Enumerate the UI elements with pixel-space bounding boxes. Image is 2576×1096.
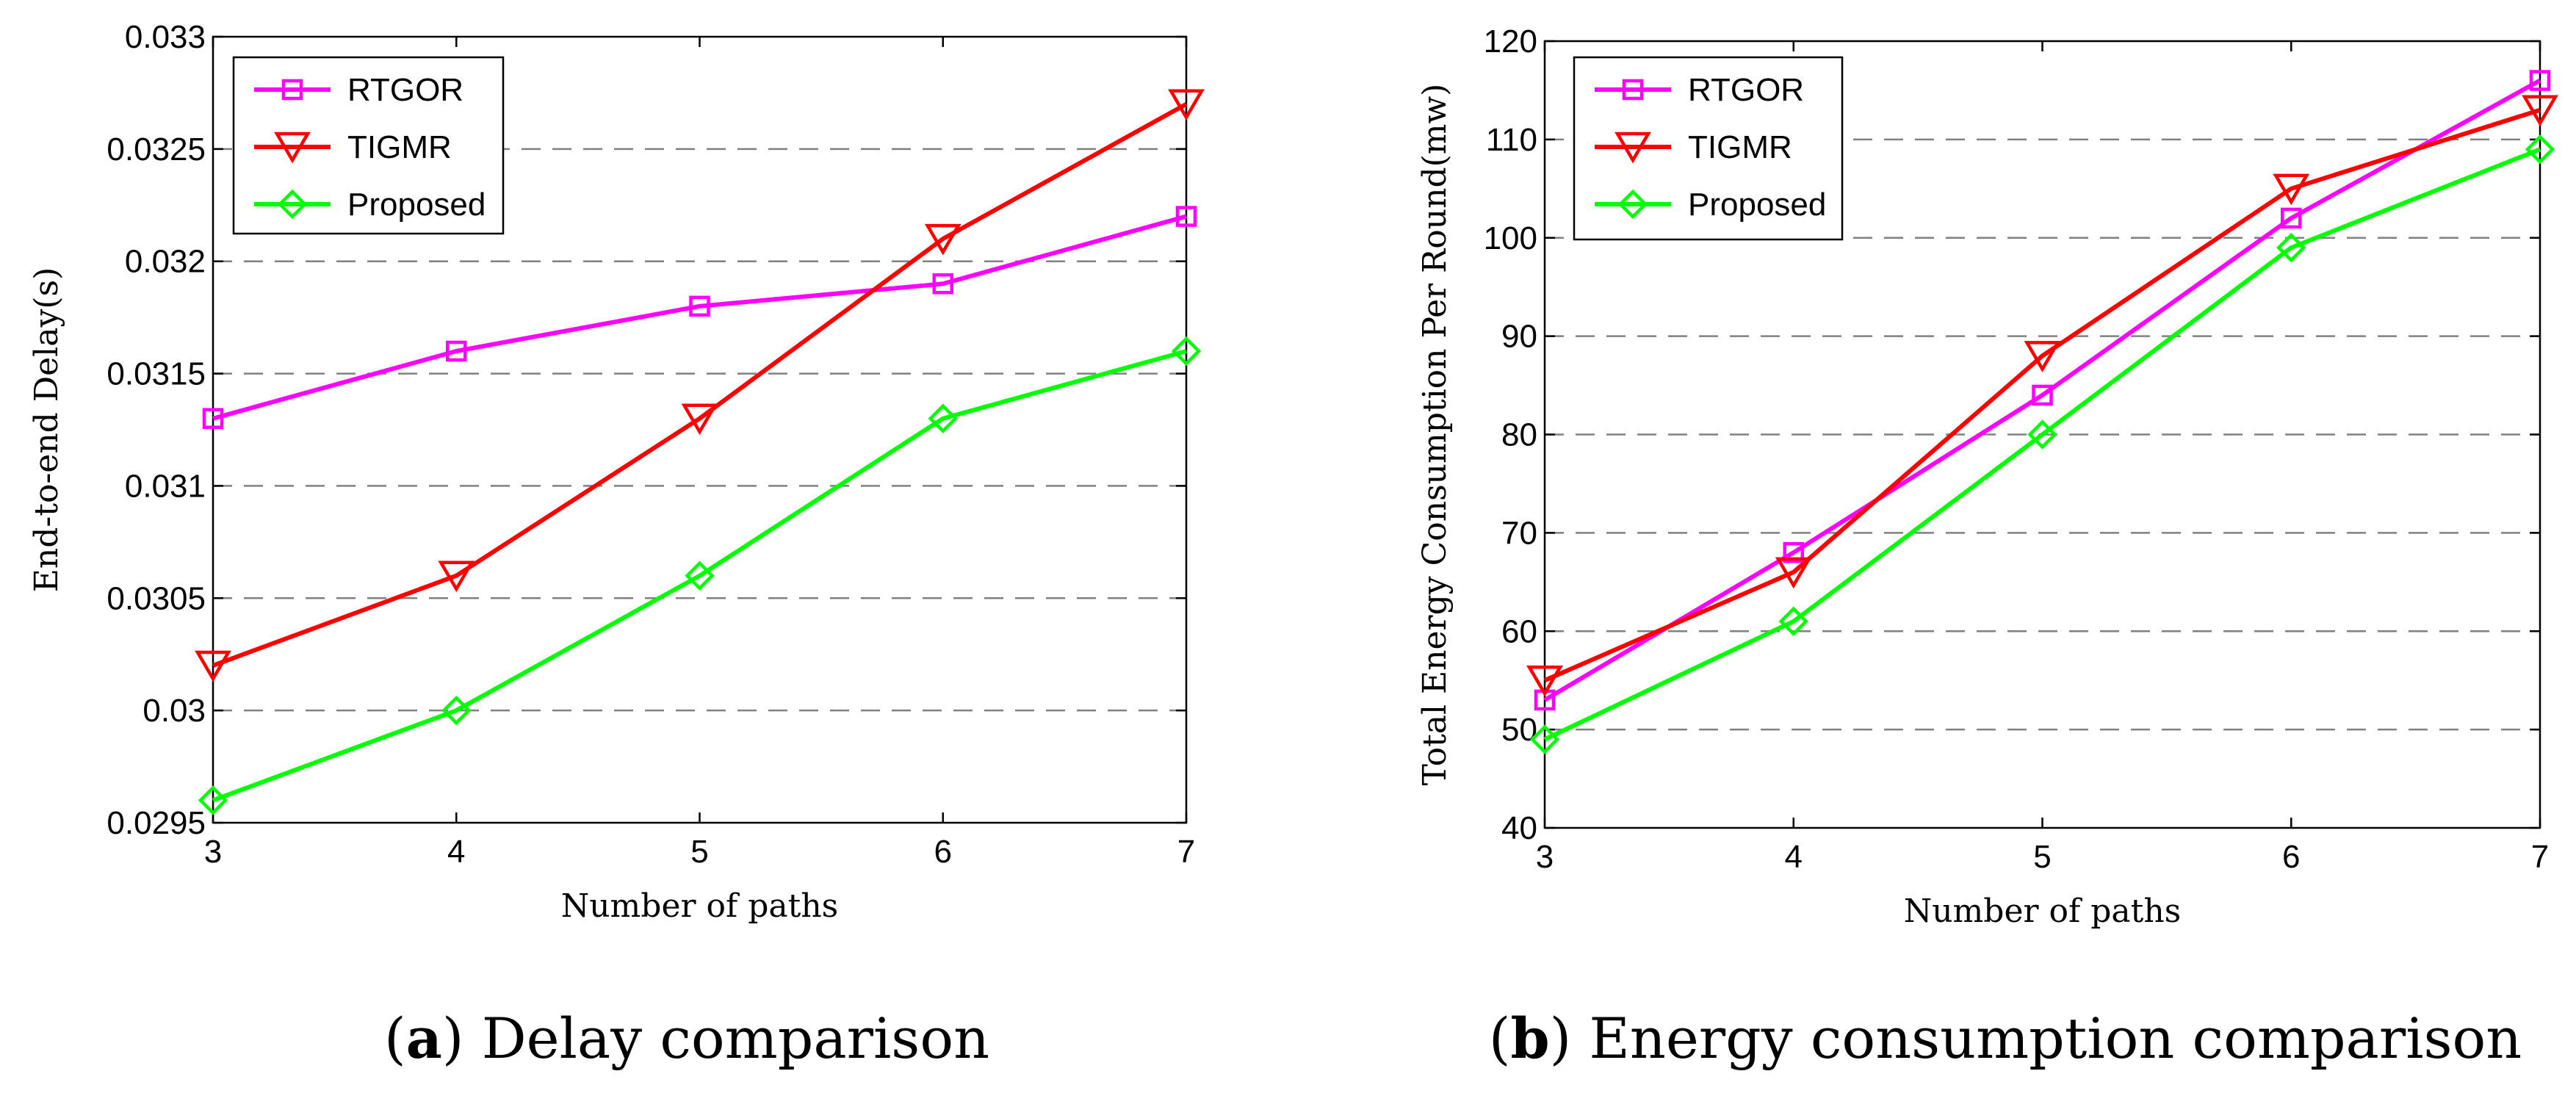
data-point: [195, 650, 231, 682]
data-point: [932, 273, 953, 295]
y-tick-label: 60: [1501, 613, 1537, 649]
series-rtgor: [202, 206, 1197, 429]
series-line: [1543, 147, 2541, 742]
legend-marker: [277, 189, 308, 220]
data-point: [1175, 206, 1197, 227]
x-tick-label: 3: [204, 834, 222, 870]
x-tick-label: 7: [2531, 839, 2549, 875]
legend-marker: [1614, 131, 1651, 164]
legend: RTGOR TIGMR Proposed: [232, 56, 505, 235]
x-tick-label: 4: [447, 834, 465, 870]
y-tick-label: 50: [1501, 712, 1537, 748]
data-point: [1775, 557, 1812, 589]
legend-label: Proposed: [1688, 187, 1826, 223]
legend-label: TIGMR: [347, 129, 452, 165]
chart-panel-b: 40 50 60 70 80 90 100 110 120 3 4 5 6 7 Number of path…: [1416, 24, 2558, 930]
series-line: [1543, 107, 2541, 682]
y-tick-label: 40: [1501, 810, 1537, 846]
data-point: [2522, 95, 2558, 127]
x-axis-label: Number of paths: [561, 887, 839, 925]
legend-label: Proposed: [347, 187, 486, 223]
series-line: [212, 102, 1188, 668]
legend: RTGOR TIGMR Proposed: [1573, 56, 1844, 241]
data-point: [2529, 70, 2551, 91]
series-rtgor: [1534, 70, 2551, 711]
series-line: [212, 349, 1187, 803]
y-tick-label: 70: [1501, 515, 1537, 551]
data-point: [1529, 724, 1560, 754]
legend-marker: [1617, 189, 1648, 220]
y-tick-label: 0.033: [125, 19, 206, 55]
x-tick-label: 5: [690, 834, 708, 870]
y-tick-label: 0.0325: [107, 131, 206, 167]
y-tick-label: 90: [1501, 319, 1537, 355]
legend-marker: [1622, 79, 1644, 101]
series-tigmr: [1526, 95, 2558, 697]
x-tick-label: 6: [934, 834, 952, 870]
y-tick-label: 120: [1484, 24, 1537, 60]
series-tigmr: [195, 89, 1205, 682]
caption-a: (a) Delay comparison: [384, 1006, 989, 1071]
caption-b: (b) Energy consumption comparison: [1489, 1006, 2522, 1071]
data-point: [202, 408, 224, 429]
legend-label: RTGOR: [347, 72, 463, 108]
y-axis-label: End-to-end Delay(s): [28, 267, 65, 592]
y-tick-label: 0.0315: [107, 356, 206, 392]
legend-label: TIGMR: [1688, 129, 1792, 165]
y-tick-label: 0.03: [142, 693, 206, 729]
y-axis-label: Total Energy Consumption Per Round(mw): [1416, 84, 1454, 786]
y-tick-label: 0.0295: [107, 805, 206, 841]
x-tick-label: 3: [1536, 839, 1554, 875]
data-point: [2525, 134, 2555, 165]
data-point: [438, 560, 475, 593]
x-tick-label: 5: [2033, 839, 2051, 875]
y-tick-label: 110: [1486, 122, 1537, 158]
data-point: [1526, 665, 1563, 697]
data-point: [2273, 173, 2310, 206]
y-tick-label: 0.0305: [107, 580, 206, 616]
data-point: [441, 695, 472, 726]
x-axis-label: Number of paths: [1904, 893, 2182, 930]
series-line: [212, 214, 1187, 421]
x-tick-label: 4: [1785, 839, 1803, 875]
legend-marker: [274, 131, 311, 164]
data-point: [2032, 384, 2053, 406]
data-point: [1778, 606, 1808, 637]
legend-label: RTGOR: [1688, 72, 1804, 108]
data-point: [924, 223, 962, 256]
series-proposed: [1529, 134, 2555, 754]
data-point: [928, 403, 958, 433]
x-tick-label: 7: [1177, 834, 1195, 870]
x-tick-label: 6: [2282, 839, 2300, 875]
data-point: [2024, 341, 2061, 372]
data-point: [2281, 207, 2302, 229]
data-point: [685, 560, 715, 591]
data-point: [446, 340, 467, 362]
data-point: [198, 785, 228, 815]
series-proposed: [198, 336, 1202, 815]
y-tick-label: 0.031: [125, 468, 206, 504]
data-point: [2027, 419, 2057, 450]
series-line: [1543, 78, 2541, 702]
data-point: [1783, 541, 1804, 563]
data-point: [2276, 232, 2306, 263]
y-tick-label: 0.032: [125, 244, 206, 280]
data-point: [1171, 336, 1202, 367]
data-point: [689, 295, 710, 317]
data-point: [681, 403, 718, 436]
y-tick-label: 80: [1501, 417, 1537, 453]
chart-panel-a: 0.0295 0.03 0.0305 0.031 0.0315 0.032 0.0325 0.…: [28, 19, 1205, 925]
legend-marker: [281, 79, 303, 101]
y-tick-label: 100: [1484, 220, 1537, 256]
data-point: [1168, 89, 1205, 121]
